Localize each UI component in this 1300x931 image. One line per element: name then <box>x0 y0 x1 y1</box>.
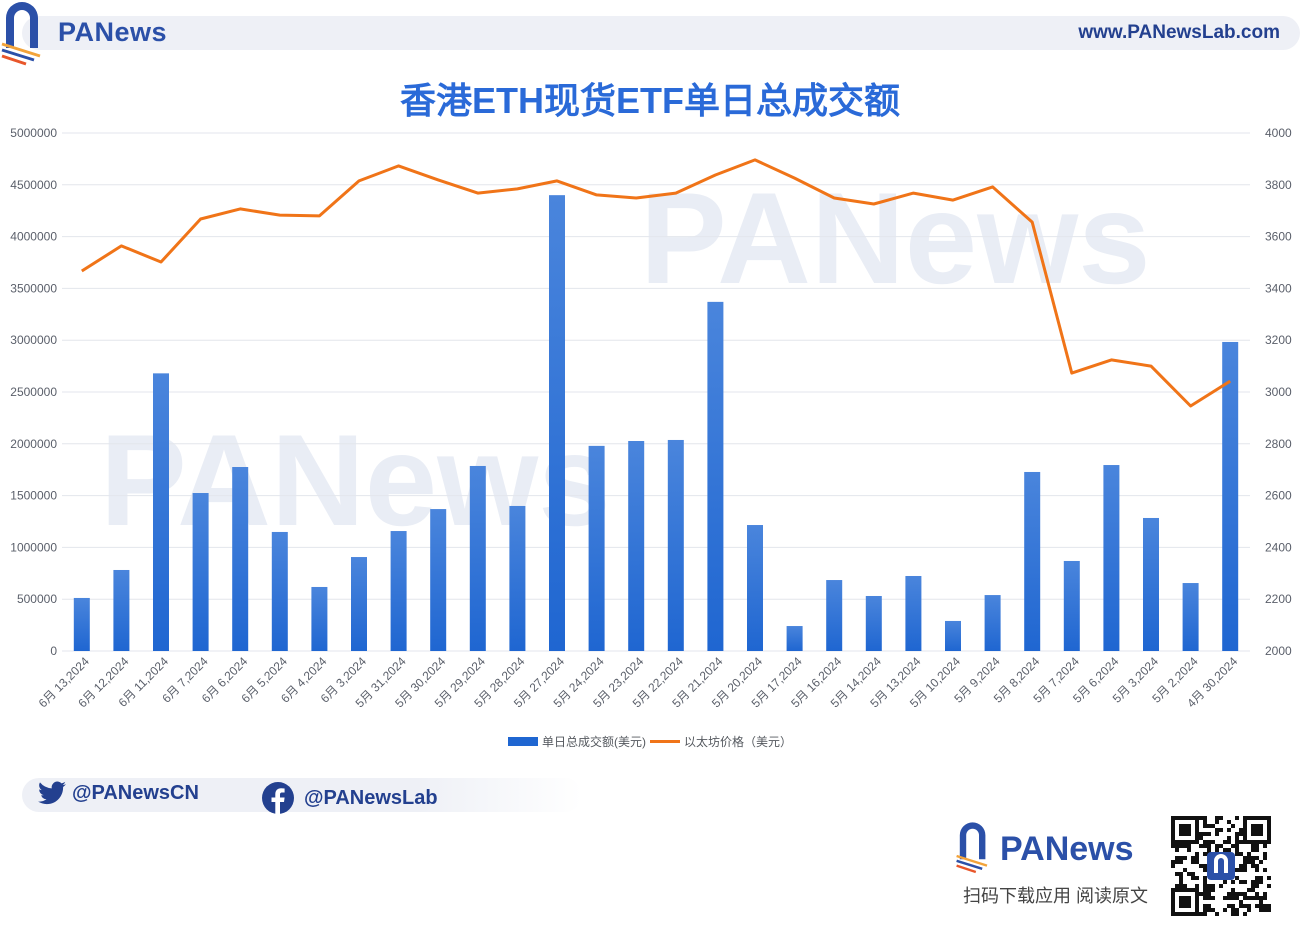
twitter-handle[interactable]: @PANewsCN <box>38 781 199 805</box>
footer-brand: PANews <box>1000 830 1134 868</box>
bar <box>509 505 526 651</box>
left-axis-tick: 5000000 <box>10 126 57 140</box>
right-axis-tick: 2200 <box>1265 592 1292 606</box>
bar <box>271 531 288 651</box>
header-bar <box>22 16 1300 50</box>
bar <box>192 493 209 651</box>
left-axis-tick: 500000 <box>17 592 57 606</box>
bar <box>153 373 169 651</box>
bar <box>469 465 486 651</box>
bar-series <box>73 195 1239 651</box>
qr-code-icon[interactable] <box>1170 815 1272 917</box>
price-line <box>80 158 1231 408</box>
bar <box>1143 517 1159 651</box>
left-axis-tick: 2500000 <box>10 385 57 399</box>
line-series <box>80 158 1231 408</box>
left-axis-tick: 1000000 <box>10 540 57 554</box>
facebook-handle[interactable]: @PANewsLab <box>262 782 438 814</box>
legend-bar-label: 单日总成交额(美元) <box>542 735 646 749</box>
bar <box>1103 465 1120 651</box>
left-axis-tick: 0 <box>50 644 57 658</box>
left-axis-tick: 3000000 <box>10 333 57 347</box>
grid-lines <box>62 132 1250 652</box>
bar <box>113 569 130 651</box>
bar <box>73 597 90 651</box>
left-axis-tick: 3500000 <box>10 281 57 295</box>
bar <box>707 301 724 651</box>
bar <box>826 580 843 651</box>
bar <box>1222 341 1239 651</box>
legend-bar-swatch <box>508 737 538 746</box>
bar <box>628 441 645 651</box>
right-axis-tick: 3400 <box>1265 281 1292 295</box>
bar <box>588 445 605 651</box>
twitter-handle-text: @PANewsCN <box>72 781 199 804</box>
left-axis-tick: 4500000 <box>10 178 57 192</box>
bar <box>390 531 407 651</box>
bar <box>747 525 763 651</box>
left-axis-labels: 0 500000 1000000 1500000 2000000 2500000 30000… <box>10 126 57 658</box>
left-axis-tick: 4000000 <box>10 230 57 244</box>
bar <box>865 595 882 651</box>
bar <box>1182 583 1199 651</box>
bar <box>667 439 684 651</box>
website-link[interactable]: www.PANewsLab.com <box>1078 22 1280 43</box>
bar <box>232 467 249 651</box>
legend-line-swatch <box>650 740 680 743</box>
svg-text:PANews: PANews <box>640 165 1151 311</box>
right-axis-tick: 3200 <box>1265 333 1292 347</box>
panews-logo-icon <box>1 2 41 66</box>
footer-tagline: 扫码下载应用 阅读原文 <box>963 886 1148 906</box>
right-axis-tick: 3600 <box>1265 230 1292 244</box>
facebook-icon <box>262 782 294 814</box>
footer-logo-icon <box>956 822 988 874</box>
right-axis-tick: 2600 <box>1265 489 1292 503</box>
right-axis-tick: 2000 <box>1265 644 1292 658</box>
bar <box>549 195 565 651</box>
social-bar <box>22 778 582 812</box>
twitter-icon <box>38 781 66 805</box>
bar <box>1024 471 1041 651</box>
legend-line-label: 以太坊价格（美元） <box>684 735 793 749</box>
bar <box>311 586 328 651</box>
left-axis-tick: 2000000 <box>10 437 57 451</box>
right-axis-tick: 3800 <box>1265 178 1292 192</box>
chart-title: 香港ETH现货ETF单日总成交额 <box>400 80 900 121</box>
left-axis-tick: 1500000 <box>10 489 57 503</box>
bar <box>984 595 1001 651</box>
right-axis-tick: 2800 <box>1265 437 1292 451</box>
right-axis-tick: 2400 <box>1265 540 1292 554</box>
brand-name: PANews <box>58 17 168 47</box>
bar <box>430 509 447 651</box>
chart-legend: 单日总成交额(美元) 以太坊价格（美元） <box>508 733 792 750</box>
right-axis-labels: 2000 2200 2400 2600 2800 3000 3200 3400 3600 3800… <box>1265 126 1292 658</box>
facebook-handle-text: @PANewsLab <box>304 786 438 809</box>
svg-text:PANews: PANews <box>100 407 611 553</box>
bar <box>1063 560 1080 651</box>
bar <box>786 626 803 651</box>
bar <box>905 575 922 651</box>
bar <box>945 620 961 651</box>
right-axis-tick: 3000 <box>1265 385 1292 399</box>
bar <box>351 557 367 651</box>
right-axis-tick: 4000 <box>1265 126 1292 140</box>
